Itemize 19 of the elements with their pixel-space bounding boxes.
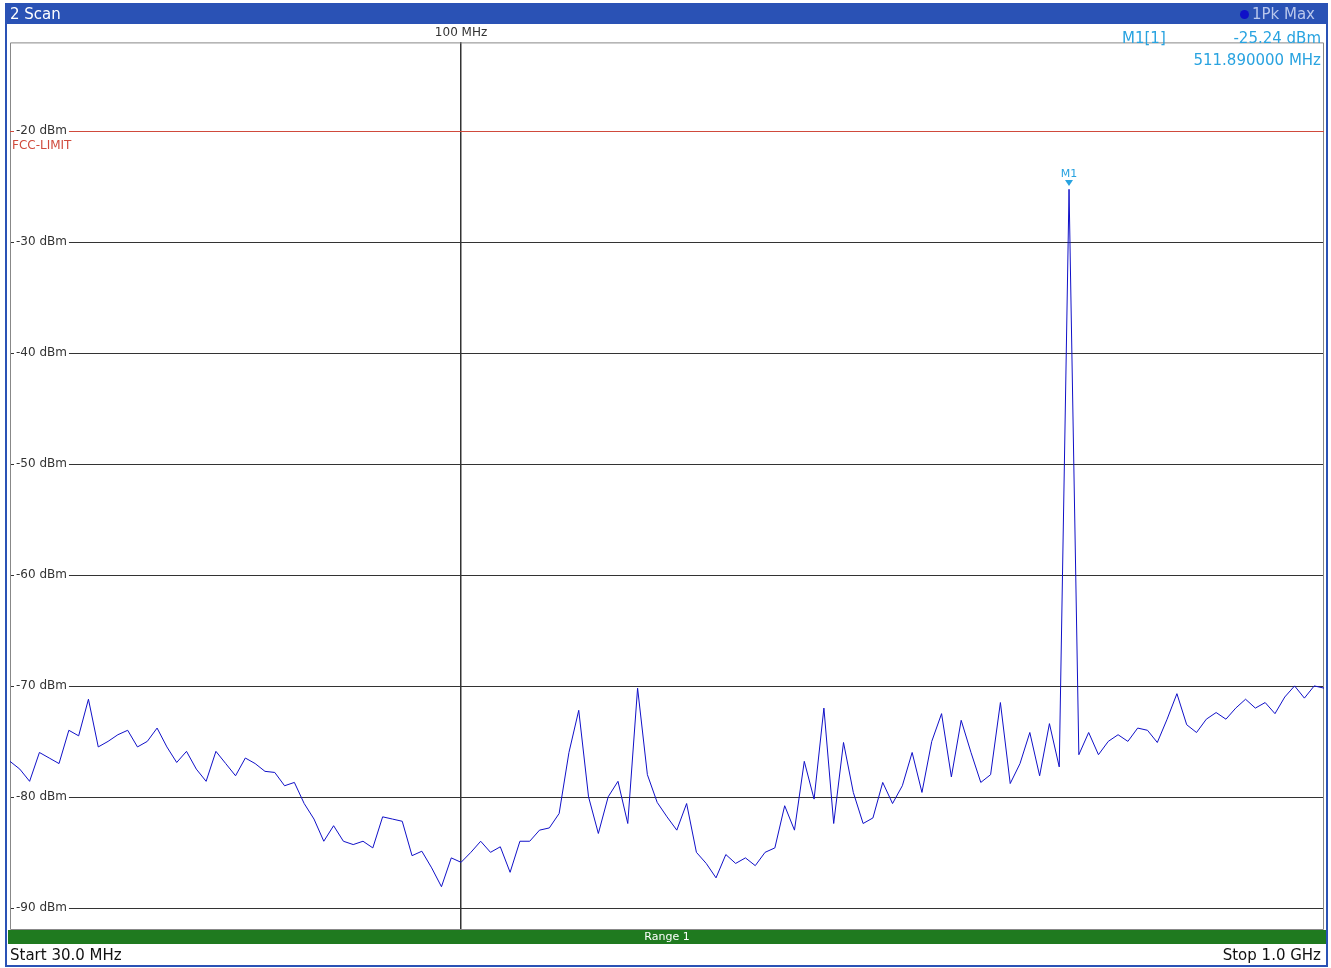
x-tick-label: 100 MHz: [434, 25, 488, 40]
y-tick-label: -80 dBm: [16, 788, 67, 803]
legend-label: 1Pk Max: [1251, 5, 1315, 23]
y-tick-label: -50 dBm: [16, 456, 67, 471]
annotation: M1[1]: [1122, 29, 1166, 47]
y-tick-label: -30 dBm: [16, 234, 67, 249]
y-tick-label: -60 dBm: [16, 567, 67, 582]
annotation: M1: [1060, 167, 1078, 181]
chart-title: 2 Scan: [10, 5, 61, 23]
text: Start 30.0 MHz: [10, 946, 122, 964]
annotation: 511.890000 MHz: [1193, 51, 1321, 69]
y-tick-label: -70 dBm: [16, 678, 67, 693]
annotation: Range 1: [8, 930, 1326, 944]
text: Stop 1.0 GHz: [1222, 946, 1321, 964]
ref-line-label: FCC-LIMIT: [12, 137, 73, 152]
y-tick-label: -20 dBm: [16, 123, 67, 138]
y-tick-label: -40 dBm: [16, 345, 67, 360]
annotation: -25.24 dBm: [1233, 29, 1321, 47]
y-tick-label: -90 dBm: [16, 899, 67, 914]
